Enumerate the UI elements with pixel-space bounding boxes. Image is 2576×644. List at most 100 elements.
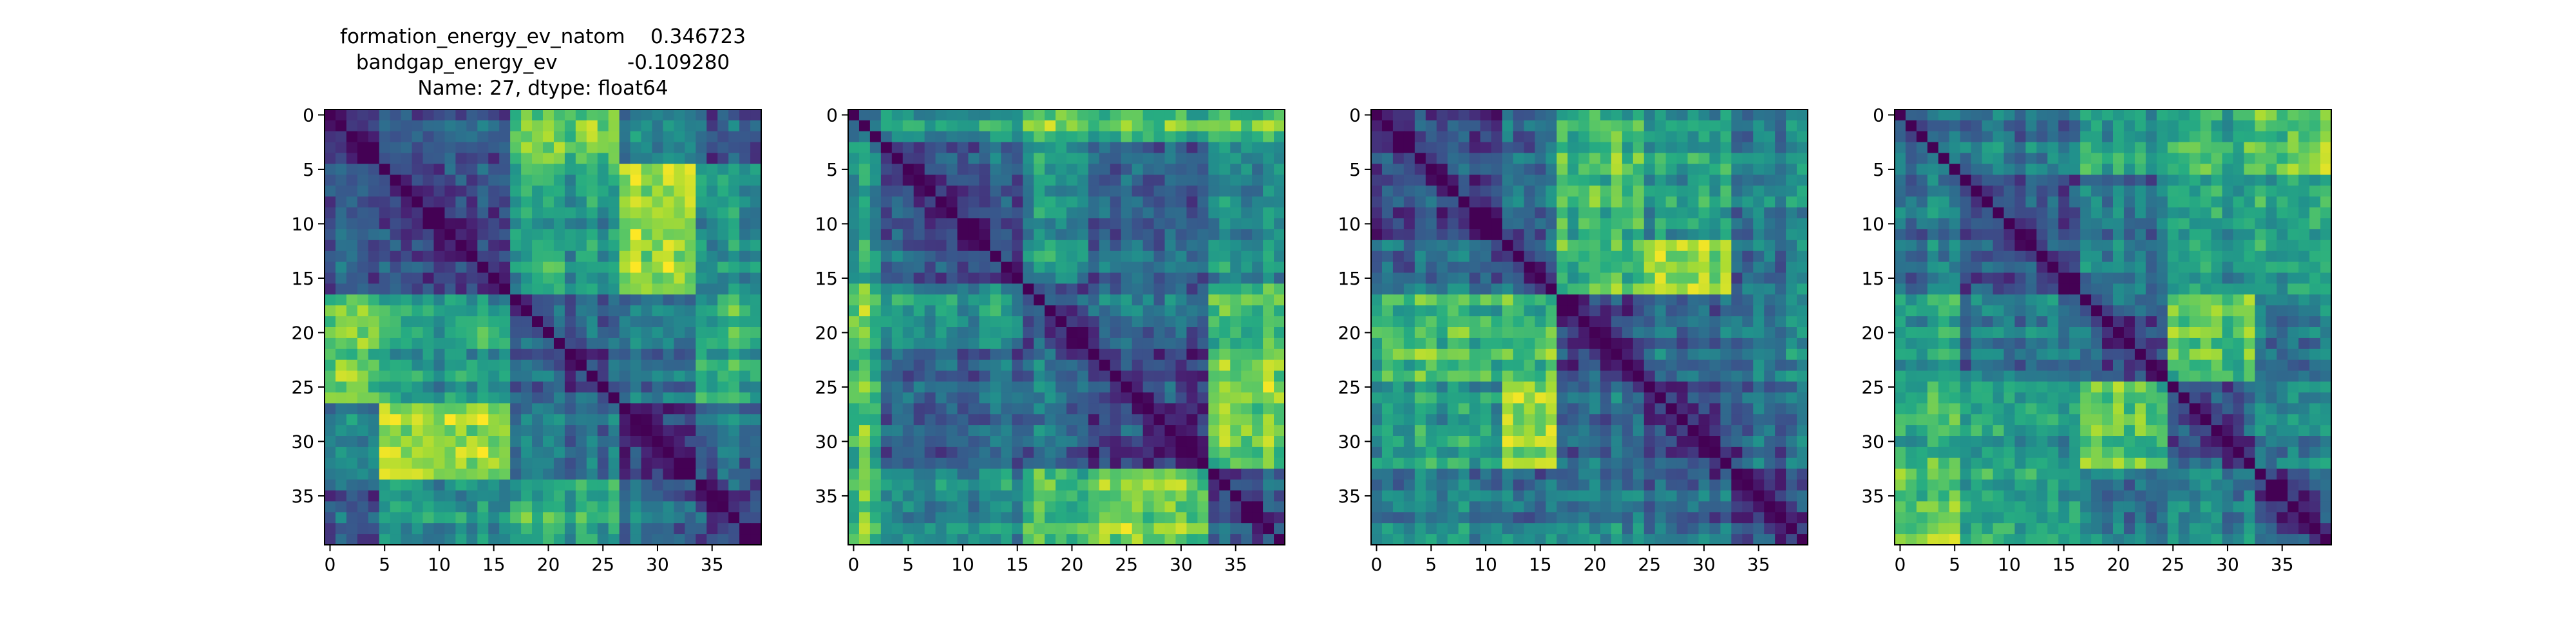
heatmap-cell — [1034, 468, 1045, 480]
heatmap-cell — [368, 218, 380, 230]
heatmap-cell — [1447, 229, 1459, 241]
heatmap-cell — [1524, 240, 1535, 252]
heatmap-cell — [1219, 294, 1231, 306]
heatmap-cell — [1578, 348, 1590, 361]
heatmap-cell — [728, 446, 740, 459]
heatmap-cell — [510, 153, 522, 165]
heatmap-cell — [553, 283, 565, 295]
heatmap-cell — [1447, 359, 1459, 372]
heatmap-cell — [619, 283, 631, 295]
heatmap-cell — [1687, 501, 1700, 513]
heatmap-cell — [1066, 272, 1078, 284]
heatmap-cell — [1982, 109, 1994, 121]
heatmap-cell — [1425, 185, 1437, 197]
heatmap-cell — [1219, 490, 1231, 502]
heatmap-cell — [368, 261, 380, 274]
heatmap-cell — [619, 457, 631, 469]
heatmap-cell — [1916, 131, 1928, 143]
heatmap-cell — [957, 425, 969, 437]
heatmap-cell — [422, 381, 435, 393]
heatmap-cell — [1066, 120, 1078, 132]
heatmap-cell — [1905, 131, 1917, 143]
heatmap-cell — [521, 207, 533, 219]
heatmap-cell — [1589, 479, 1601, 491]
heatmap-cell — [1066, 109, 1078, 121]
heatmap-cell — [608, 120, 620, 132]
heatmap-cell — [990, 468, 1001, 480]
heatmap-cell — [979, 272, 990, 284]
heatmap-cell — [1263, 142, 1274, 154]
heatmap-cell — [1045, 294, 1056, 306]
heatmap-cell — [2025, 120, 2037, 132]
heatmap-cell — [979, 316, 990, 328]
heatmap-cell — [1066, 490, 1078, 502]
heatmap-cell — [1502, 446, 1513, 459]
heatmap-cell — [1403, 175, 1416, 186]
heatmap-cell — [1557, 218, 1568, 230]
heatmap-cell — [880, 283, 893, 295]
heatmap-cell — [1110, 490, 1122, 502]
heatmap-cell — [1764, 490, 1776, 502]
heatmap-cell — [1186, 175, 1198, 186]
heatmap-cell — [869, 425, 882, 437]
heatmap-cell — [1786, 283, 1797, 295]
heatmap-cell — [674, 164, 685, 175]
heatmap-cell — [390, 164, 402, 175]
heatmap-cell — [1252, 446, 1264, 459]
heatmap-cell — [979, 120, 990, 132]
heatmap-cell — [1775, 348, 1786, 361]
heatmap-cell — [477, 359, 489, 372]
heatmap-cell — [1654, 218, 1667, 230]
heatmap-cell — [422, 501, 435, 513]
heatmap-cell — [1132, 175, 1144, 186]
heatmap-cell — [466, 240, 478, 252]
heatmap-cell — [1742, 479, 1754, 491]
heatmap-cell — [1012, 414, 1023, 426]
heatmap-cell — [325, 261, 336, 274]
heatmap-cell — [1121, 305, 1133, 317]
heatmap-cell — [1447, 534, 1459, 545]
heatmap-cell — [1414, 283, 1426, 295]
heatmap-cell — [401, 272, 413, 284]
heatmap-cell — [1274, 337, 1285, 350]
heatmap-cell — [1557, 229, 1568, 241]
heatmap-cell — [1077, 261, 1089, 274]
heatmap-cell — [1698, 131, 1710, 143]
heatmap-cell — [2003, 109, 2016, 121]
heatmap-cell — [1567, 523, 1579, 535]
heatmap-cell — [1110, 120, 1122, 132]
heatmap-cell — [477, 142, 489, 154]
heatmap-cell — [1600, 370, 1612, 383]
heatmap-cell — [619, 218, 631, 230]
heatmap-cell — [1993, 120, 2005, 132]
heatmap-cell — [1643, 218, 1656, 230]
heatmap-cell — [880, 142, 893, 154]
heatmap-cell — [543, 479, 554, 491]
heatmap-cell — [1676, 501, 1689, 513]
heatmap-cell — [913, 207, 925, 219]
heatmap-cell — [1153, 251, 1166, 263]
heatmap-cell — [379, 337, 391, 350]
heatmap-cell — [739, 403, 751, 415]
heatmap-cell — [1121, 142, 1133, 154]
heatmap-cell — [979, 283, 990, 295]
heatmap-cell — [652, 196, 664, 208]
heatmap-cell — [1665, 142, 1678, 154]
heatmap-cell — [1687, 316, 1700, 328]
heatmap-cell — [1001, 501, 1012, 513]
heatmap-cell — [325, 327, 336, 339]
heatmap-cell — [455, 381, 467, 393]
heatmap-cell — [1371, 109, 1383, 121]
heatmap-cell — [1709, 207, 1721, 219]
heatmap-cell — [1045, 414, 1056, 426]
heatmap-cell — [1045, 534, 1056, 545]
heatmap-cell — [1665, 196, 1678, 208]
heatmap-cell — [630, 316, 642, 328]
heatmap-cell — [1436, 305, 1448, 317]
heatmap-cell — [357, 337, 369, 350]
heatmap-cell — [1491, 457, 1502, 469]
heatmap-cell — [1186, 523, 1198, 535]
heatmap-cell — [696, 370, 707, 383]
heatmap-cell — [1578, 337, 1590, 350]
heatmap-cell — [521, 218, 533, 230]
